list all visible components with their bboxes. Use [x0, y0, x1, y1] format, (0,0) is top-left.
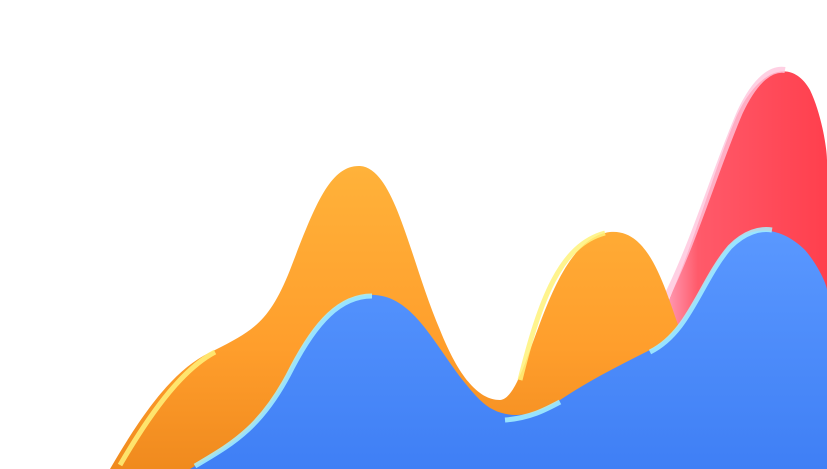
orange-wave-highlight: [117, 230, 606, 467]
blue-wave-highlight: [193, 227, 773, 469]
blue-wave: [190, 230, 827, 469]
red-wave-highlight: [662, 66, 786, 302]
